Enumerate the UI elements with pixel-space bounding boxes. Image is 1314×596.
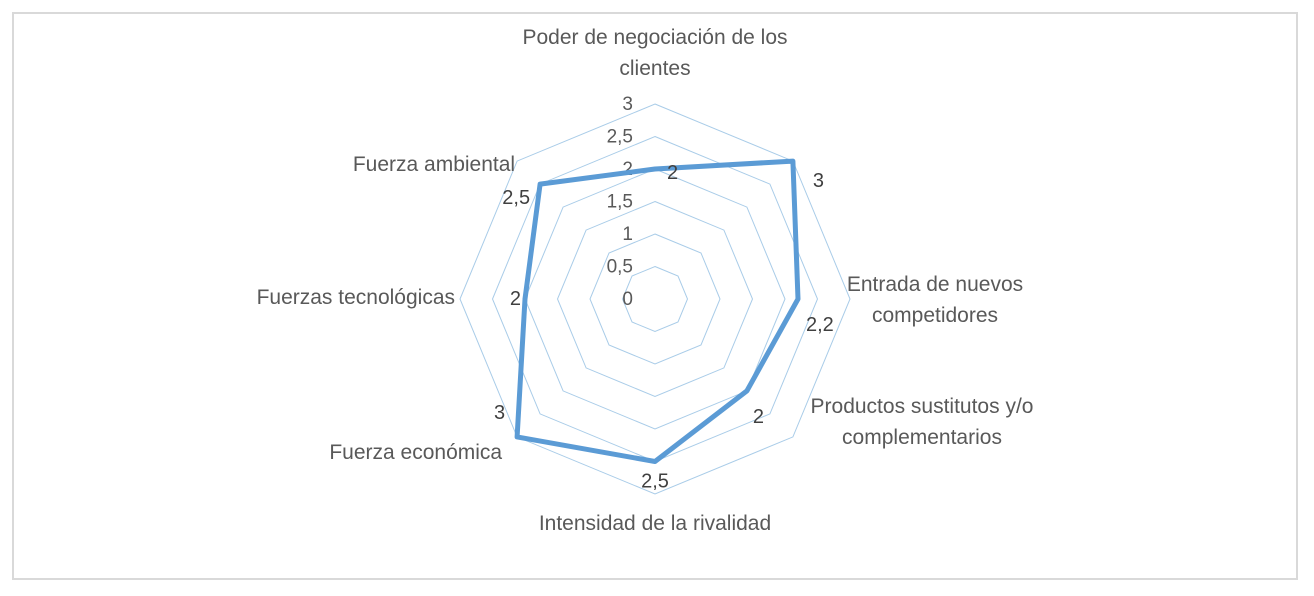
data-label: 2,5 — [502, 187, 530, 209]
category-label: Fuerza ambiental — [353, 153, 515, 176]
tick-label: 1,5 — [607, 192, 633, 213]
data-label: 3 — [494, 402, 505, 424]
category-label-line: clientes — [619, 57, 690, 80]
data-labels: 2 3 2,2 2 2,5 3 2 2,5 — [494, 162, 834, 493]
data-label: 2 — [753, 406, 764, 428]
category-label-line: complementarios — [842, 426, 1002, 449]
tick-label: 2 — [622, 159, 633, 180]
series-line — [514, 158, 801, 464]
category-label-line: Fuerza ambiental — [353, 153, 515, 176]
tick-label: 0 — [622, 289, 633, 310]
category-label: Fuerza económica — [329, 441, 502, 464]
category-label-line: Fuerzas tecnológicas — [257, 286, 455, 309]
category-label-line: competidores — [872, 304, 998, 327]
category-label-line: Poder de negociación de los — [522, 26, 787, 49]
grid-ring-4 — [524, 168, 786, 430]
series — [514, 158, 801, 464]
grid-ring-6 — [459, 103, 851, 495]
data-label: 3 — [813, 170, 824, 192]
data-label: 2 — [667, 162, 678, 184]
tick-label: 1 — [622, 224, 633, 245]
data-label: 2,5 — [641, 471, 669, 493]
category-label: Productos sustitutos y/o complementarios — [811, 395, 1034, 449]
tick-label: 3 — [622, 94, 633, 115]
tick-label: 2,5 — [607, 127, 633, 148]
data-label: 2 — [510, 288, 521, 310]
category-label-line: Entrada de nuevos — [847, 273, 1023, 296]
category-label-line: Fuerza económica — [329, 441, 502, 464]
grid-ring-2 — [589, 233, 721, 365]
grid-ring-3 — [556, 200, 754, 398]
data-label: 2,2 — [806, 314, 834, 336]
tick-label: 0,5 — [607, 257, 633, 278]
category-label: Fuerzas tecnológicas — [257, 286, 455, 309]
category-label-line: Intensidad de la rivalidad — [539, 512, 771, 535]
grid-ring-1 — [621, 265, 689, 333]
category-label: Poder de negociación de los clientes — [522, 26, 787, 80]
radial-axis-ticks: 0 0,5 1 1,5 2 2,5 3 — [607, 94, 633, 310]
category-label: Entrada de nuevos competidores — [847, 273, 1023, 327]
category-label-line: Productos sustitutos y/o — [811, 395, 1034, 418]
chart-frame — [12, 12, 1298, 580]
category-label: Intensidad de la rivalidad — [539, 512, 771, 535]
category-labels: Poder de negociación de los clientesPoder… — [257, 26, 1034, 535]
